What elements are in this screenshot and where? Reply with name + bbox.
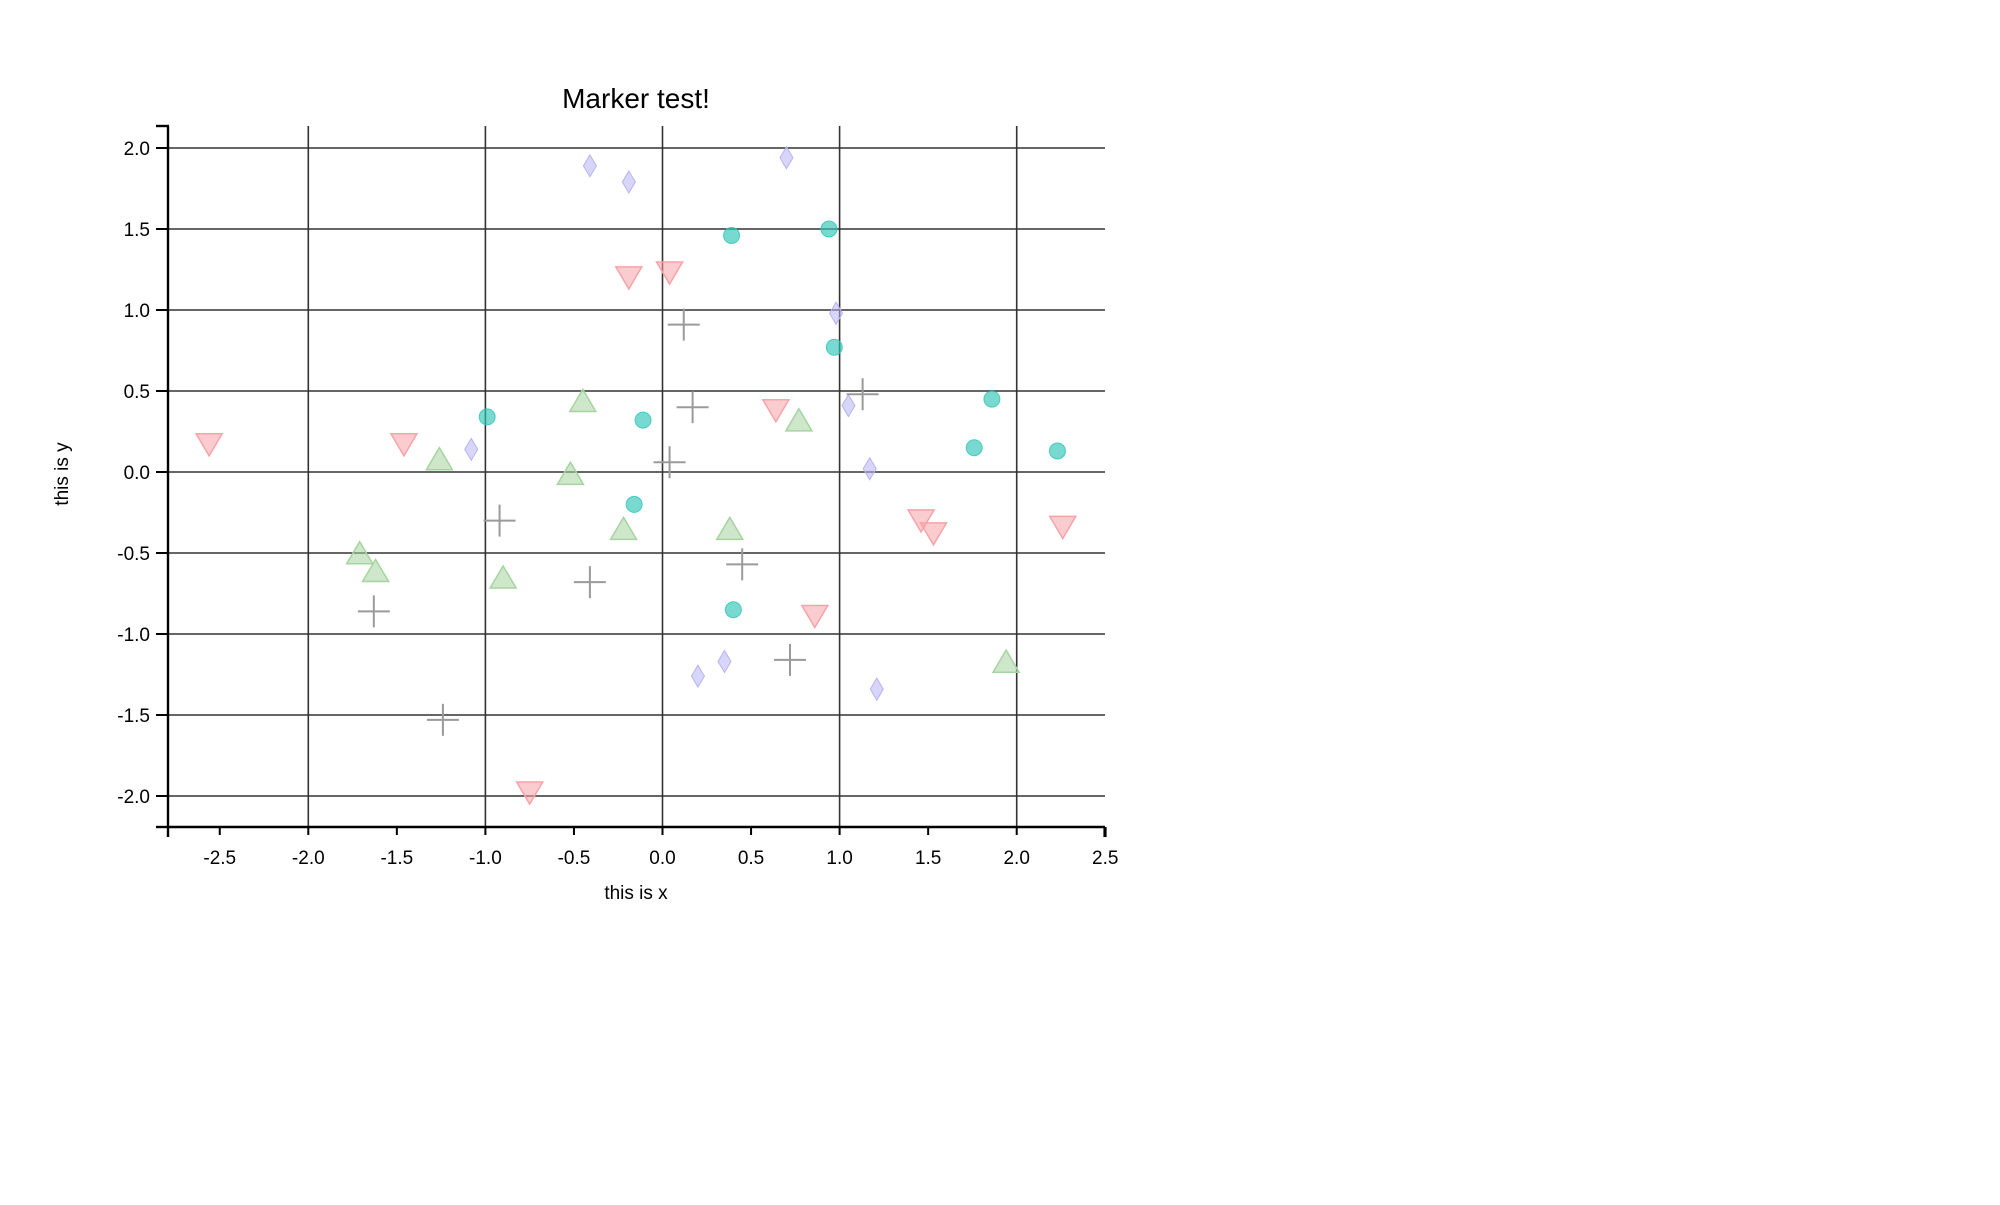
x-tick-label: 1.0 [826,848,852,869]
point-triangle-up [488,564,518,589]
point-triangle-down [761,398,791,424]
y-axis-label: this is y [52,442,73,506]
axes [156,124,1107,837]
x-tick-label: 0.5 [738,848,764,869]
y-tick-label: 1.0 [124,301,150,322]
y-tick-label: -1.5 [117,706,150,727]
point-triangle-up [609,515,638,541]
point-triangle-down [655,261,684,286]
point-diamond [779,145,794,170]
point-circle [965,439,983,457]
y-tick-label: 1.5 [124,220,150,241]
x-tick-label: 2.5 [1092,848,1118,869]
y-tick-label: -0.5 [117,544,150,565]
point-triangle-down [389,432,419,458]
x-axis-ticks: -2.5 -2.0 -1.5 -1.0 -0.5 0.0 0.5 1.0 1.5 2.0 2.5 [203,827,1118,869]
point-diamond [690,664,706,689]
x-tick-label: -1.5 [380,848,413,869]
x-tick-label: -2.5 [203,848,236,869]
point-triangle-down [1048,515,1078,540]
point-triangle-up [425,446,454,471]
point-circle [1048,442,1066,460]
x-tick-label: -0.5 [558,848,591,869]
point-circle [625,495,643,513]
x-tick-label: 2.0 [1003,848,1029,869]
point-triangle-down [614,266,644,291]
point-triangle-up [361,557,390,583]
gridlines [168,126,1105,827]
point-diamond [582,153,597,178]
point-circle [724,601,742,619]
point-diamond [621,170,636,195]
point-diamond [464,437,479,462]
x-tick-label: 0.0 [649,848,675,869]
data-points [194,145,1078,806]
point-triangle-up [568,387,598,413]
point-triangle-up [715,515,745,541]
point-circle [820,220,838,238]
y-axis-ticks: 2.0 1.5 1.0 0.5 0.0 -0.5 -1.0 -1.5 -2.0 [117,139,168,808]
x-tick-label: 1.5 [915,848,941,869]
point-triangle-up [556,460,585,486]
y-tick-label: -1.0 [117,625,150,646]
y-tick-label: 0.0 [124,463,150,484]
point-triangle-down [906,509,936,534]
point-diamond [717,649,732,674]
point-circle [825,338,843,356]
x-tick-label: -2.0 [292,848,325,869]
y-tick-label: -2.0 [117,787,150,808]
point-triangle-down [919,522,948,547]
point-circle [723,226,741,244]
point-diamond [862,456,877,481]
point-triangle-down [515,781,544,806]
point-diamond [828,301,844,326]
point-diamond [869,677,884,702]
point-circle [634,411,652,429]
point-triangle-up [991,648,1021,674]
x-tick-label: -1.0 [469,848,502,869]
point-triangle-up [345,540,374,565]
y-tick-label: 2.0 [124,139,150,160]
point-circle [478,408,496,426]
point-triangle-down [194,432,224,458]
point-triangle-down [800,604,830,630]
point-circle [983,390,1001,408]
y-tick-label: 0.5 [124,382,150,403]
point-diamond [841,393,856,418]
point-triangle-up [784,407,814,432]
chart-title: Marker test! [562,83,710,114]
x-axis-label: this is x [604,883,668,904]
